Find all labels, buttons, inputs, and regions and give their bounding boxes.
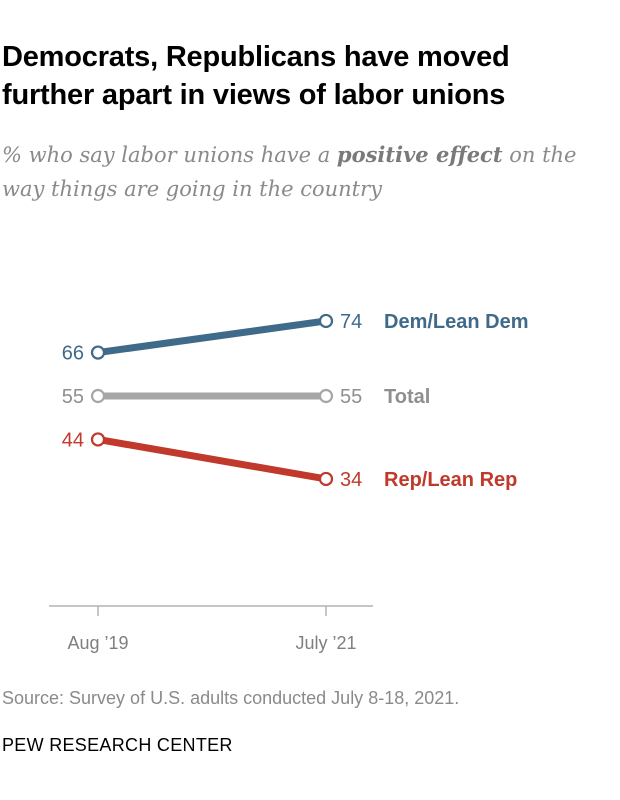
chart-subtitle: % who say labor unions have a positive e… (2, 138, 612, 206)
subtitle-text-post: on the way things are going in the count… (2, 143, 577, 201)
x-tick-label-1: July ’21 (295, 633, 356, 653)
data-label-rep-lean-rep-0: 44 (62, 429, 84, 451)
subtitle-text-bold: positive effect (336, 142, 503, 167)
data-label-dem-lean-dem-0: 66 (62, 343, 84, 365)
data-point-total-0 (90, 388, 106, 404)
data-point-rep-lean-rep-1 (318, 471, 334, 487)
x-tick-label-0: Aug ’19 (67, 633, 128, 653)
data-point-rep-lean-rep-0 (90, 432, 106, 447)
subtitle-text-pre: % who say labor unions have a (2, 143, 337, 167)
data-label-total-0: 55 (62, 386, 84, 408)
series-line-rep-lean-rep (97, 436, 327, 483)
series-line-dem-lean-dem (97, 317, 327, 357)
chart-title-line2: further apart in views of labor unions (2, 79, 506, 111)
data-label-total-1: 55 (340, 386, 362, 408)
data-label-rep-lean-rep-1: 34 (340, 469, 362, 491)
series-label-rep-lean-rep: Rep/Lean Rep (384, 469, 517, 491)
source-note: Source: Survey of U.S. adults conducted … (2, 688, 460, 708)
series-label-total: Total (384, 386, 430, 408)
chart-title-line1: Democrats, Republicans have moved (2, 41, 510, 73)
data-label-dem-lean-dem-1: 74 (340, 311, 362, 333)
data-point-total-1 (318, 388, 334, 404)
chart-title: Democrats, Republicans have moved furthe… (2, 38, 612, 114)
credit-line: PEW RESEARCH CENTER (2, 735, 233, 755)
series-label-dem-lean-dem: Dem/Lean Dem (384, 311, 529, 333)
data-point-dem-lean-dem-1 (318, 313, 334, 329)
data-point-dem-lean-dem-0 (90, 345, 106, 360)
